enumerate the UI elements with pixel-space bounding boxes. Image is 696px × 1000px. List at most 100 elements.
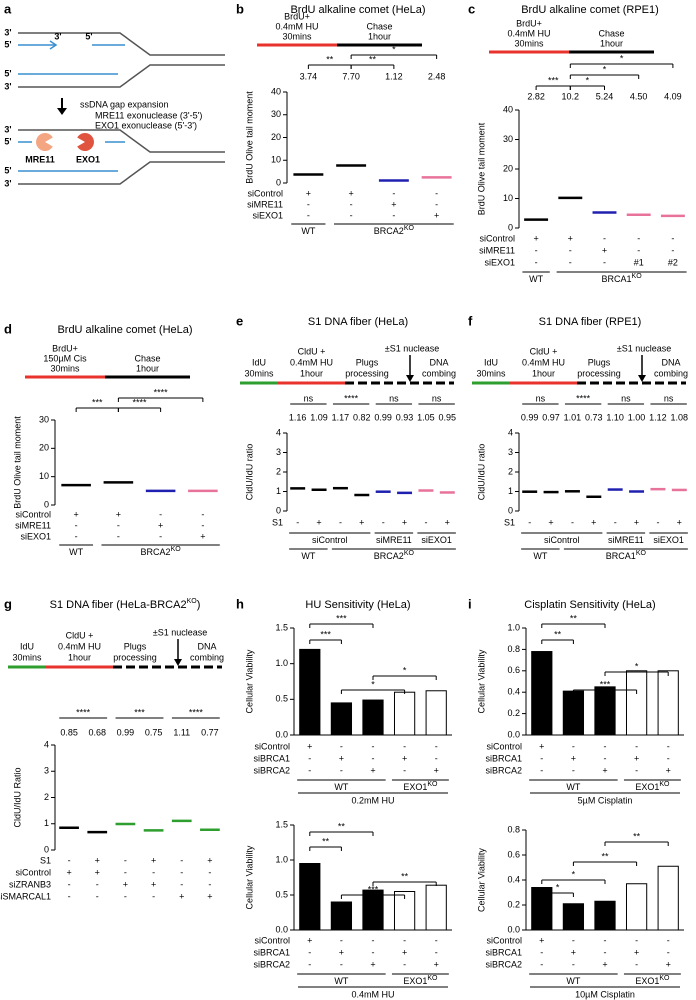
- row-mark: -: [152, 891, 155, 901]
- mean-label: 0.97: [542, 412, 560, 422]
- row-mark: +: [591, 517, 596, 527]
- y-tick-label: 3: [508, 447, 513, 457]
- group-label-main: siMRE11: [376, 535, 412, 545]
- row-mark: -: [604, 741, 607, 751]
- sig-label: **: [369, 54, 377, 64]
- row-mark: -: [350, 199, 353, 209]
- row-mark: -: [603, 233, 606, 243]
- row-mark: -: [667, 753, 670, 763]
- caption: EXO1 exonuclease (5'-3'): [95, 120, 197, 130]
- y-axis-label: Cellular Viability: [244, 649, 254, 713]
- row-mark: -: [68, 891, 71, 901]
- group-label-main: siControl: [312, 535, 348, 545]
- row-mark: -: [340, 935, 343, 945]
- panel-title-main: BrdU alkaline comet (RPE1): [521, 4, 659, 16]
- mean-label: 3.74: [300, 71, 318, 81]
- group-label-main: WT: [69, 547, 83, 557]
- protocol-text: CldU +: [298, 346, 326, 356]
- group-label: siMRE11: [608, 535, 644, 545]
- sig-label: ****: [76, 707, 91, 717]
- panel-letter: c: [468, 1, 475, 16]
- row-mark: -: [667, 935, 670, 945]
- protocol-text: 30mins: [476, 368, 506, 378]
- row-mark: +: [116, 509, 121, 519]
- row-mark: -: [392, 210, 395, 220]
- y-tick-label: 3: [276, 447, 281, 457]
- row-mark: -: [124, 891, 127, 901]
- row-mark: +: [151, 855, 156, 865]
- row-mark: +: [207, 855, 212, 865]
- row-name: siMRE11: [247, 199, 283, 209]
- y-axis-label: Cellular Viability: [244, 845, 254, 909]
- row-mark: #1: [634, 257, 644, 267]
- sig-label: ns: [664, 393, 674, 403]
- protocol-text: 30mins: [244, 368, 274, 378]
- y-tick-label: 2: [508, 466, 513, 476]
- panel-title: Cisplatin Sensitivity (HeLa): [524, 599, 655, 611]
- row-mark: +: [359, 517, 364, 527]
- y-axis-label: BrdU Olive tail moment: [476, 122, 486, 215]
- row-mark: +: [568, 233, 573, 243]
- protocol-text: 30mins: [282, 31, 312, 41]
- row-mark: -: [528, 517, 531, 527]
- row-name: siControl: [15, 867, 51, 877]
- bar: [531, 651, 553, 736]
- row-mark: -: [569, 257, 572, 267]
- row-mark: -: [435, 741, 438, 751]
- sig-label: ns: [432, 393, 442, 403]
- strand-end: 5': [4, 136, 11, 146]
- y-tick-label: 0.0: [275, 924, 288, 934]
- bar: [330, 702, 353, 736]
- row-mark: +: [434, 765, 439, 775]
- group-label: siEXO1: [421, 535, 452, 545]
- group-label-main: BRCA1: [602, 274, 632, 284]
- protocol-text: CldU +: [66, 630, 94, 640]
- row-name: siEXO1: [20, 531, 51, 541]
- row-mark: -: [339, 517, 342, 527]
- sig-label: **: [326, 54, 334, 64]
- protocol-text: ±S1 nuclease: [153, 627, 207, 637]
- y-tick-label: 1.5: [275, 622, 288, 632]
- row-name: siZRANB3: [9, 879, 51, 889]
- row-name: siBRCA1: [485, 947, 522, 957]
- row-mark: -: [540, 765, 543, 775]
- bar: [594, 686, 616, 736]
- bar: [625, 883, 648, 931]
- y-tick-label: 0.5: [275, 889, 288, 899]
- strand-end: 3': [4, 178, 11, 188]
- panel-title: BrdU alkaline comet (HeLa): [57, 324, 192, 336]
- protocol-arrowhead: [174, 659, 182, 666]
- group-label: siControl: [312, 535, 348, 545]
- panel-letter: a: [4, 1, 12, 16]
- group-label-main: WT: [334, 782, 348, 792]
- group-label: WT: [301, 226, 315, 236]
- row-mark: -: [603, 257, 606, 267]
- panel-title-main: BrdU alkaline comet (HeLa): [290, 4, 425, 16]
- parental-strand: [18, 64, 225, 88]
- y-tick-label: 0.4: [507, 874, 520, 884]
- fork-schematic: [18, 32, 225, 185]
- row-mark: +: [539, 741, 544, 751]
- row-mark: -: [667, 741, 670, 751]
- sig-label: ****: [576, 393, 591, 403]
- group-label-sup: KO: [632, 273, 643, 280]
- row-mark: -: [159, 531, 162, 541]
- row-mark: +: [602, 959, 607, 969]
- protocol-text: 30mins: [12, 652, 42, 662]
- condition-label: 10µM Cisplatin: [575, 989, 635, 999]
- row-name: siBRCA2: [485, 765, 522, 775]
- row-mark: +: [207, 891, 212, 901]
- protocol-text: Chase: [598, 28, 624, 38]
- row-mark: -: [350, 210, 353, 220]
- panel-title-main: S1 DNA fiber (HeLa-BRCA2: [50, 599, 187, 611]
- mean-label: 1.17: [332, 412, 350, 422]
- row-mark: -: [435, 935, 438, 945]
- sig-label: ***: [320, 629, 331, 639]
- y-tick-label: 1: [276, 486, 281, 496]
- condition-label: 0.4mM HU: [351, 989, 394, 999]
- row-mark: -: [96, 891, 99, 901]
- row-mark: -: [571, 517, 574, 527]
- parental-strand: [18, 129, 225, 153]
- strand-end: 3': [54, 31, 61, 41]
- protocol-text: 0.4mM HU: [58, 641, 101, 651]
